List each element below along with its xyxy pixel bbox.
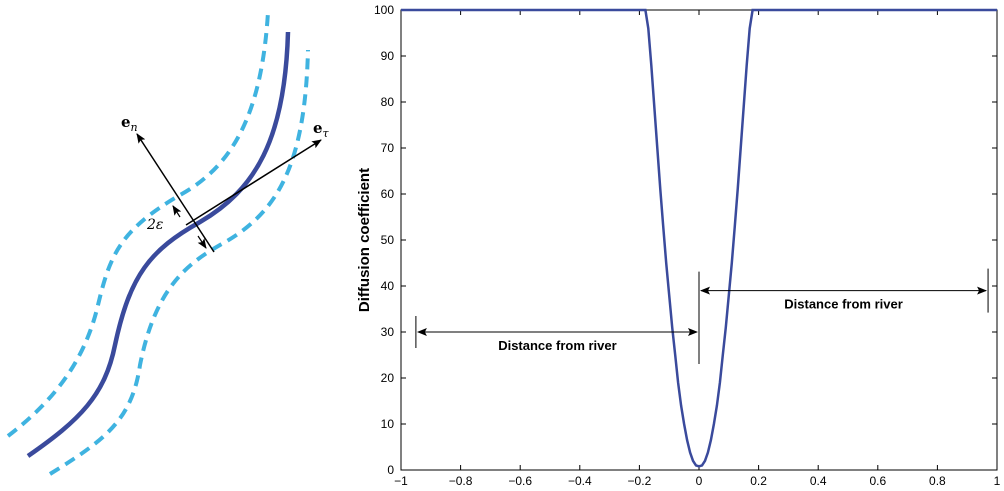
x-tick-label: −0.4 [568,474,592,488]
diffusion-chart: −1 −0.8 −0.6 −0.4 −0.2 0 0.2 0.4 0.6 0.8 1 0 10 20 30… [356,3,1001,488]
y-tick-label: 60 [381,187,395,201]
y-tick-label: 70 [381,141,395,155]
width-arrow-down [197,235,207,249]
x-tick-label: −0.2 [628,474,652,488]
x-tick-label: 0.6 [869,474,886,488]
band-boundary-right [48,49,310,476]
x-tick-label: 0.2 [750,474,767,488]
width-arrow-up [172,205,182,218]
y-axis: 0 10 20 30 40 50 60 70 80 90 100 [374,3,997,477]
width-label: 2ε [146,217,163,233]
x-tick-label: −1 [394,474,408,488]
y-tick-label: 100 [374,3,394,17]
diffusion-curve [401,8,997,468]
y-tick-label: 30 [381,325,395,339]
plot-frame [400,9,998,471]
y-tick-label: 90 [381,49,395,63]
y-tick-label: 10 [381,417,395,431]
normal-vector-arrow [136,133,215,253]
y-tick-label: 50 [381,233,395,247]
river-diagram: en eτ 2ε [6,11,330,476]
y-tick-label: 0 [387,463,394,477]
y-tick-label: 20 [381,371,395,385]
x-tick-label: 0.8 [929,474,946,488]
annotation-label: Distance from river [498,338,617,353]
annotation-label: Distance from river [784,297,903,312]
x-tick-label: −0.6 [508,474,532,488]
x-tick-label: 1 [994,474,1001,488]
tangent-vector-label: eτ [313,119,330,140]
x-tick-label: −0.8 [449,474,473,488]
river-centerline [26,31,291,458]
x-tick-label: 0.4 [810,474,827,488]
y-axis-title: Diffusion coefficient [356,168,373,312]
tangent-vector-arrow [185,139,322,226]
annotations: Distance from river Distance from river [415,268,989,364]
band-boundary-left [6,11,270,438]
y-tick-label: 80 [381,95,395,109]
x-axis: −1 −0.8 −0.6 −0.4 −0.2 0 0.2 0.4 0.6 0.8 1 [394,10,1001,488]
x-tick-label: 0 [696,474,703,488]
normal-vector-label: en [121,113,138,134]
y-tick-label: 40 [381,279,395,293]
